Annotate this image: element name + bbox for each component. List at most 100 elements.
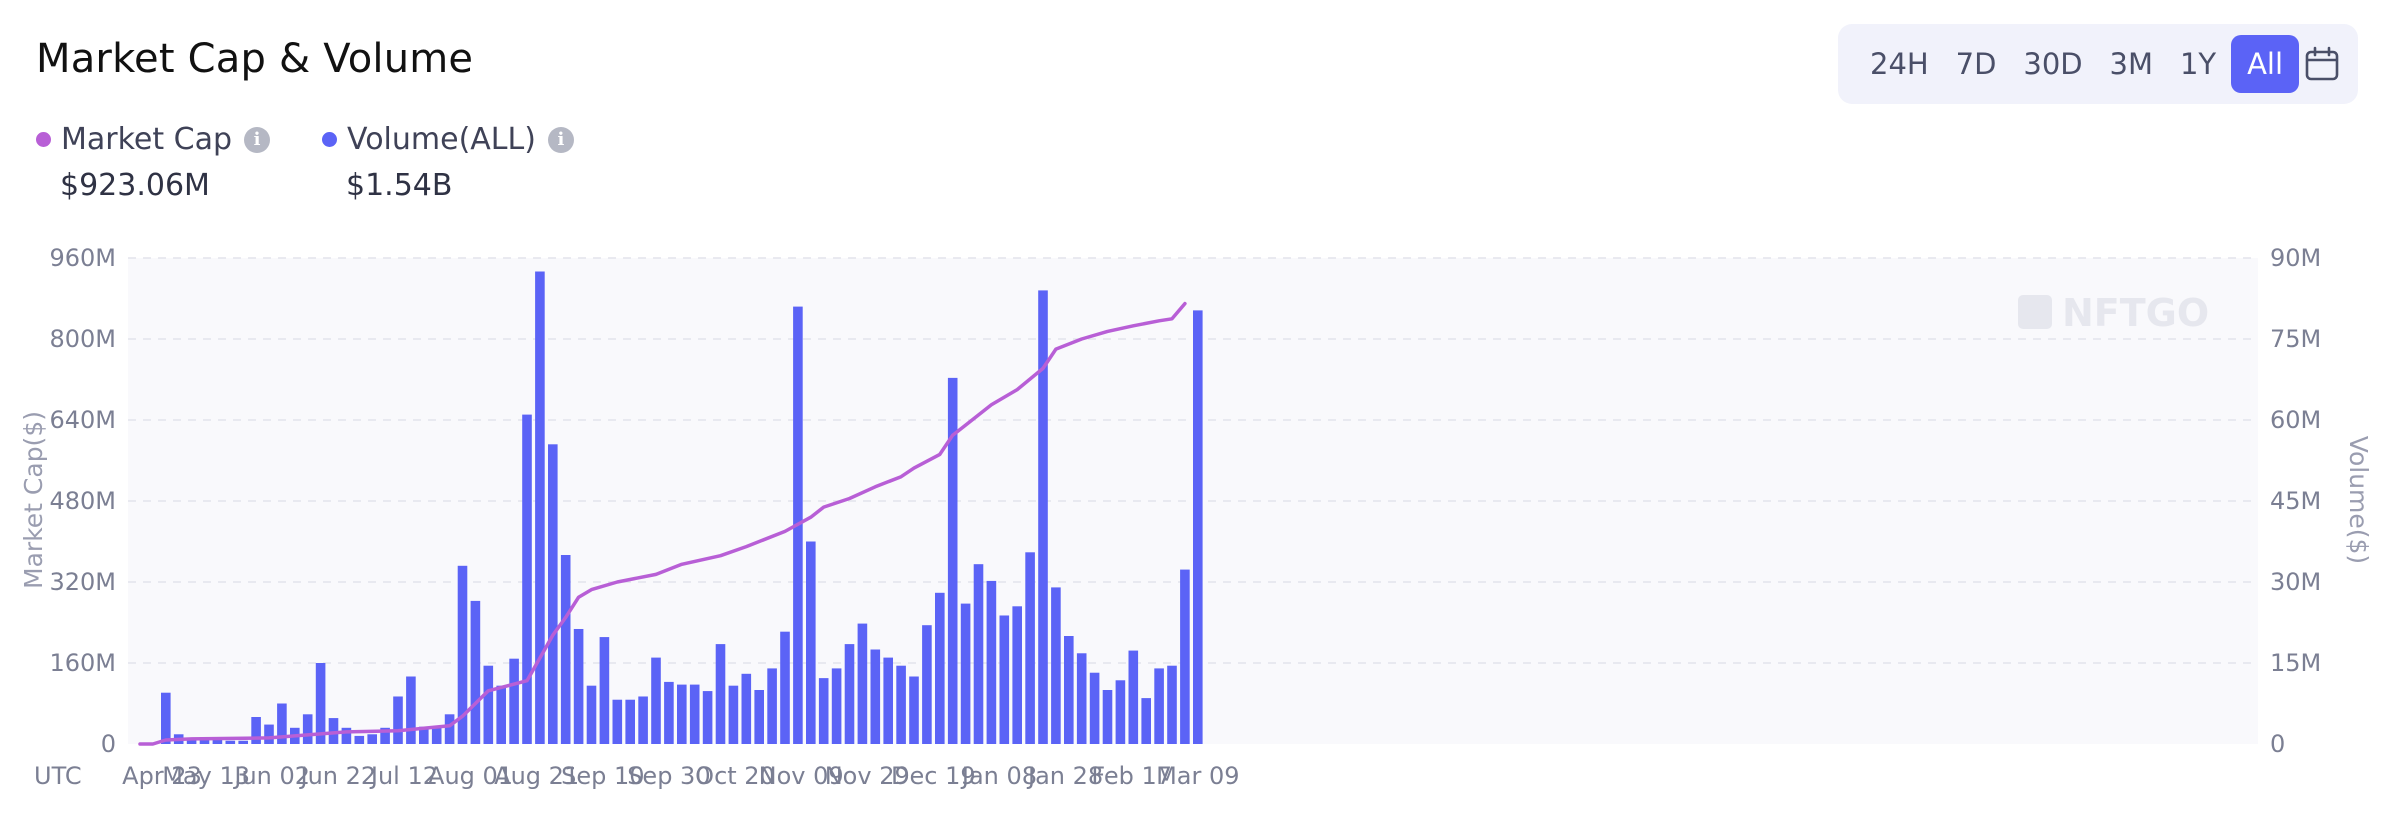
volume-bar[interactable] (728, 685, 739, 744)
volume-bar[interactable] (328, 718, 339, 744)
volume-bar[interactable] (664, 681, 674, 744)
volume-bar[interactable] (831, 668, 842, 744)
volume-bar[interactable] (341, 727, 352, 744)
volume-bar[interactable] (1038, 290, 1048, 744)
volume-bar[interactable] (186, 739, 197, 744)
x-axis-prefix: UTC (34, 762, 82, 790)
volume-bar[interactable] (806, 541, 816, 745)
range-30d-button[interactable]: 30D (2023, 47, 2083, 81)
volume-bar[interactable] (999, 615, 1010, 744)
volume-bar[interactable] (406, 676, 416, 745)
volume-bar[interactable] (986, 580, 997, 744)
volume-bar[interactable] (251, 717, 261, 744)
volume-bar[interactable] (715, 644, 726, 744)
volume-bar[interactable] (1180, 569, 1190, 744)
range-3m-button[interactable]: 3M (2109, 47, 2154, 81)
range-1y-button[interactable]: 1Y (2179, 47, 2217, 81)
volume-bar[interactable] (922, 625, 932, 744)
volume-bar[interactable] (947, 377, 958, 744)
volume-bar[interactable] (677, 684, 687, 744)
volume-bar[interactable] (818, 678, 829, 744)
volume-bar[interactable] (935, 592, 945, 744)
volume-bar[interactable] (535, 271, 545, 745)
volume-bar[interactable] (973, 564, 984, 744)
info-icon[interactable]: i (547, 126, 574, 153)
x-tick-label: Sep 10 (561, 762, 644, 790)
volume-bar[interactable] (1064, 636, 1074, 744)
volume-bar[interactable] (496, 685, 506, 744)
volume-bar[interactable] (909, 676, 919, 745)
volume-bar[interactable] (1128, 650, 1139, 744)
volume-bar[interactable] (857, 623, 868, 744)
volume-bar[interactable] (444, 714, 455, 744)
volume-bar[interactable] (199, 739, 210, 744)
volume-bar[interactable] (651, 657, 661, 744)
volume-bar[interactable] (522, 414, 532, 744)
volume-bar[interactable] (1193, 310, 1203, 744)
volume-bar[interactable] (302, 714, 313, 744)
volume-bar[interactable] (483, 665, 494, 744)
volume-bar[interactable] (161, 692, 171, 744)
volume-bar[interactable] (870, 649, 881, 745)
volume-bar[interactable] (470, 600, 481, 744)
volume-bar[interactable] (896, 665, 906, 744)
volume-bar[interactable] (419, 726, 429, 744)
legend-market-cap-label: Market Cap (61, 122, 233, 157)
volume-bar[interactable] (754, 690, 764, 744)
volume-bar[interactable] (573, 628, 584, 744)
volume-bar[interactable] (844, 644, 855, 744)
volume-bar[interactable] (548, 444, 558, 744)
volume-bar[interactable] (431, 726, 442, 744)
volume-bar[interactable] (225, 740, 236, 744)
volume-bar[interactable] (1089, 672, 1100, 744)
range-7d-button[interactable]: 7D (1955, 47, 1997, 81)
volume-bar[interactable] (638, 696, 648, 744)
volume-bar[interactable] (1115, 680, 1126, 744)
volume-bar[interactable] (741, 673, 752, 744)
volume-bar[interactable] (560, 555, 571, 744)
market-cap-line (138, 301, 1187, 746)
volume-bar[interactable] (1051, 587, 1061, 744)
volume-bar[interactable] (960, 603, 971, 744)
range-24h-button[interactable]: 24H (1870, 47, 1929, 81)
legend-market-cap[interactable]: Market Cap i (36, 122, 271, 157)
volume-bar[interactable] (599, 637, 610, 744)
range-all-button[interactable]: All (2231, 35, 2300, 93)
volume-bar[interactable] (1167, 665, 1177, 744)
volume-bar[interactable] (767, 668, 777, 744)
volume-bar[interactable] (612, 699, 623, 744)
volume-bar[interactable] (780, 631, 790, 744)
left-tick-label: 480M (49, 487, 116, 515)
info-icon[interactable]: i (244, 126, 271, 153)
x-tick-label: Aug 01 (428, 762, 513, 790)
calendar-icon[interactable] (2302, 44, 2342, 84)
volume-bar[interactable] (1154, 668, 1164, 744)
volume-bar[interactable] (380, 727, 390, 744)
volume-bar[interactable] (586, 685, 597, 744)
volume-bar[interactable] (883, 657, 893, 744)
volume-bar[interactable] (367, 734, 377, 744)
volume-bar[interactable] (238, 740, 248, 744)
volume-bar[interactable] (393, 696, 403, 744)
volume-bar[interactable] (212, 739, 223, 744)
volume-bar[interactable] (457, 565, 468, 744)
volume-bar[interactable] (702, 691, 713, 744)
volume-bar[interactable] (277, 703, 287, 745)
volume-bar[interactable] (1141, 698, 1151, 744)
volume-bar[interactable] (315, 663, 326, 744)
volume-bar[interactable] (1102, 690, 1113, 744)
volume-bar[interactable] (689, 684, 700, 744)
volume-bar[interactable] (264, 724, 274, 744)
volume-bar[interactable] (509, 658, 519, 744)
volume-bar[interactable] (1012, 606, 1022, 744)
volume-bar[interactable] (625, 699, 635, 744)
x-tick-label: Jun 02 (232, 762, 310, 790)
volume-bar[interactable] (1025, 552, 1035, 744)
volume-bar[interactable] (1076, 653, 1087, 744)
right-tick-label: 90M (2270, 244, 2321, 272)
legend-volume[interactable]: Volume(ALL) i (322, 122, 574, 157)
chart-title: Market Cap & Volume (36, 36, 474, 82)
x-tick-label: Nov 29 (825, 762, 910, 790)
volume-bar[interactable] (354, 735, 365, 744)
